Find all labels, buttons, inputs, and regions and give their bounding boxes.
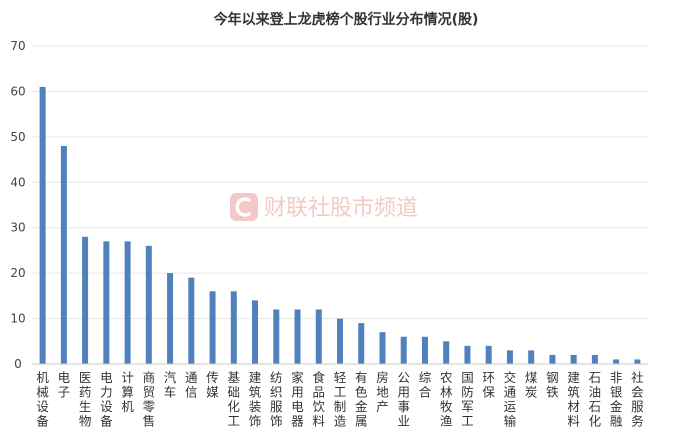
x-tick-label: 家用电器 [291, 370, 304, 429]
grid [32, 45, 648, 320]
bar [421, 336, 428, 364]
x-tick-label: 环保 [482, 370, 495, 400]
x-tick-label: 纺织服饰 [270, 370, 283, 429]
bar [634, 359, 641, 364]
bar [188, 277, 195, 364]
bar [82, 236, 89, 364]
bar [337, 318, 343, 364]
x-tick-label: 石油石化 [589, 370, 602, 429]
bar [464, 345, 471, 364]
x-tick-label: 国防军工 [461, 370, 474, 429]
x-tick-label: 计算机 [121, 370, 134, 414]
x-tick-label: 轻工制造 [334, 370, 347, 429]
x-tick-label: 农林牧渔 [440, 370, 453, 429]
bars [39, 86, 641, 364]
x-tick-label: 基础化工 [228, 370, 241, 429]
bar [613, 359, 620, 364]
x-tick-label: 公用事业 [397, 370, 410, 429]
bar [294, 309, 301, 364]
watermark: 财联社股市频道 [230, 193, 418, 221]
y-tick-label: 20 [10, 266, 25, 280]
bar [591, 354, 598, 364]
bar [443, 341, 450, 364]
bar [528, 350, 535, 364]
x-tick-label: 电子 [58, 370, 71, 400]
bar [315, 309, 322, 364]
bar [252, 300, 259, 364]
x-tick-label: 电力设备 [100, 370, 113, 429]
bar [485, 345, 492, 364]
y-tick-label: 50 [10, 130, 25, 144]
x-tick-label: 交通运输 [504, 370, 517, 429]
bar [570, 354, 577, 364]
bar [39, 86, 46, 364]
x-tick-label: 机械设备 [36, 370, 49, 429]
x-tick-label: 建筑装饰 [249, 370, 262, 429]
x-tick-label: 综合 [419, 370, 432, 400]
x-axis-labels: 机械设备电子医药生物电力设备计算机商贸零售汽车通信传媒基础化工建筑装饰纺织服饰家… [36, 370, 644, 429]
y-tick-label: 60 [10, 84, 25, 98]
bar [273, 309, 280, 364]
y-axis-ticks: 0 10 20 30 40 50 60 70 [10, 39, 25, 371]
y-tick-label: 30 [10, 221, 25, 235]
x-tick-label: 传媒 [206, 370, 219, 400]
x-tick-label: 通信 [185, 370, 198, 400]
x-tick-label: 钢铁 [546, 370, 559, 400]
chart-title: 今年以来登上龙虎榜个股行业分布情况(股) [213, 11, 479, 28]
x-tick-label: 煤炭 [525, 370, 538, 400]
x-tick-label: 商贸零售 [143, 370, 156, 429]
x-tick-label: 建筑材料 [567, 370, 580, 429]
bar [60, 145, 67, 364]
watermark-text: 财联社股市频道 [264, 196, 418, 221]
x-tick-label: 有色金属 [355, 370, 368, 429]
x-tick-label: 汽车 [164, 370, 177, 400]
bar [230, 291, 237, 364]
x-tick-label: 医药生物 [79, 370, 92, 429]
bar [379, 332, 386, 364]
bar [506, 350, 513, 364]
bar [103, 241, 110, 364]
bar [549, 354, 556, 364]
bar [209, 291, 216, 364]
x-tick-label: 房地产 [376, 370, 389, 414]
y-tick-label: 10 [10, 312, 25, 326]
cls-logo-icon [230, 193, 258, 221]
y-tick-label: 70 [10, 39, 25, 53]
bar [400, 336, 407, 364]
x-tick-label: 食品饮料 [313, 370, 326, 429]
bar [167, 273, 174, 364]
bar [358, 323, 365, 364]
bar [124, 241, 131, 364]
x-tick-label: 非银金融 [610, 370, 623, 429]
y-tick-label: 0 [14, 357, 22, 371]
x-tick-label: 社会服务 [631, 370, 644, 429]
y-tick-label: 40 [10, 175, 25, 189]
bar [145, 245, 152, 364]
